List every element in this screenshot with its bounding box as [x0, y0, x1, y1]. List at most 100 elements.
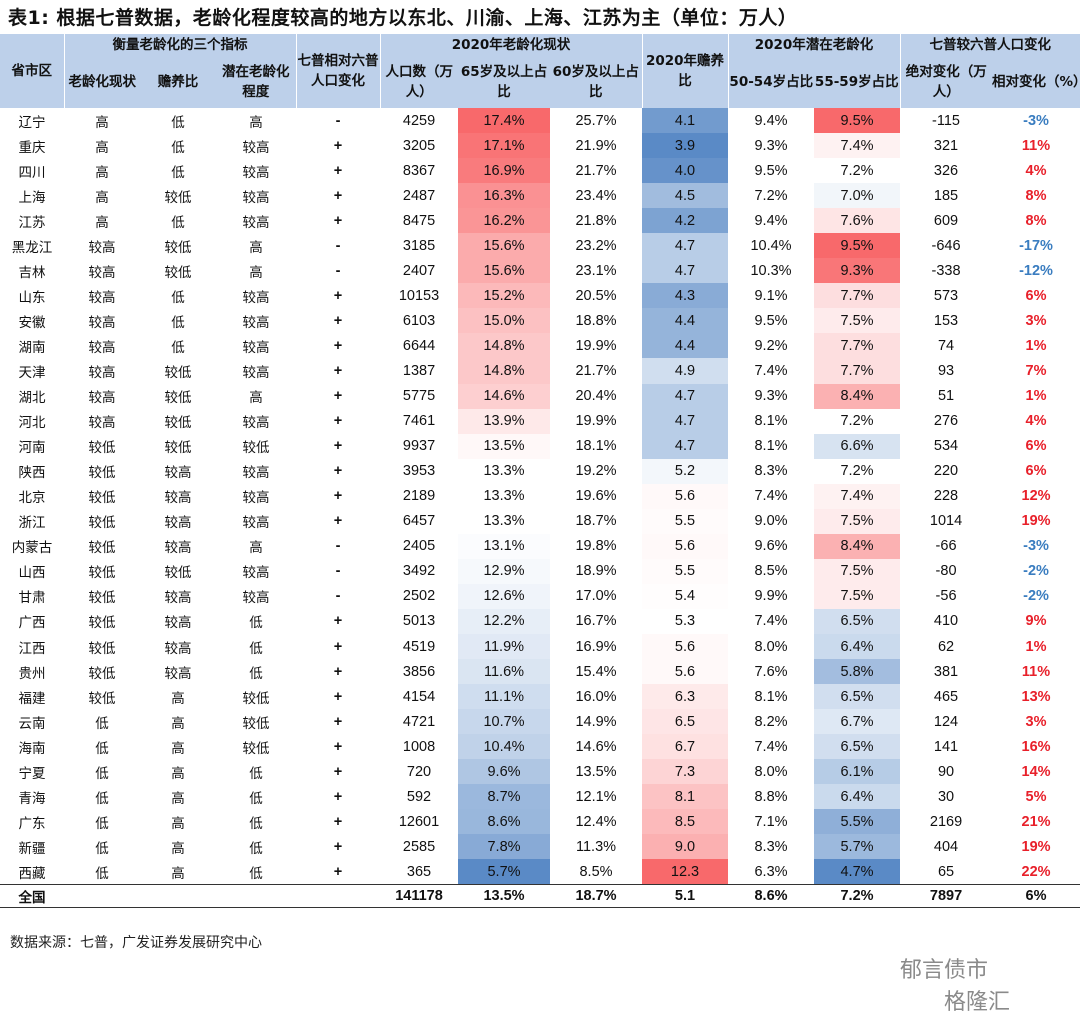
province-cell: 福建 — [18, 690, 46, 707]
ratio-50-54-cell: 9.4% — [754, 112, 788, 129]
province-cell: 山西 — [18, 565, 46, 582]
ratio-60-cell: 19.8% — [575, 538, 617, 555]
dependency-level-cell: 较高 — [164, 465, 192, 482]
rel-change-cell: 14% — [1021, 763, 1051, 780]
potential-cell: 较高 — [242, 364, 270, 381]
ratio-50-54-cell: 8.1% — [754, 413, 788, 430]
dependency-ratio-cell: 4.7 — [642, 258, 729, 284]
ratio-50-54-cell: 8.0% — [754, 638, 788, 655]
dependency-ratio-cell: 4.7 — [642, 383, 729, 409]
dependency-ratio-cell: 5.6 — [642, 659, 729, 685]
potential-cell: 较低 — [242, 740, 270, 757]
dependency-ratio-cell: 4.9 — [642, 358, 729, 384]
rel-change-cell: 8% — [1025, 187, 1047, 204]
rel-change-cell: 19% — [1021, 838, 1051, 855]
population-cell: 3953 — [402, 463, 436, 480]
rel-change-cell: 6% — [1025, 438, 1047, 455]
ratio-60-cell: 23.2% — [575, 237, 617, 254]
ratio-60-cell: 12.4% — [575, 813, 617, 830]
dependency-ratio-cell: 5.6 — [642, 633, 729, 660]
rel-change-cell: 11% — [1021, 137, 1051, 154]
ratio-60-cell: 13.5% — [575, 763, 617, 780]
dependency-level-cell: 较高 — [164, 665, 192, 682]
table-row: 安徽 较高 低 较高 +6103 15.0% 18.8% 4.4 9.5% 7.5% 153 3% — [0, 308, 1080, 334]
ratio-55-59-cell: 8.4% — [814, 383, 901, 409]
abs-change-cell: 141 — [933, 738, 959, 755]
status-cell: 较低 — [88, 440, 116, 457]
ratio-60-cell: 14.9% — [575, 713, 617, 730]
ratio-55-59-cell: 4.7% — [814, 859, 901, 885]
ratio-50-54-cell: 9.2% — [754, 337, 788, 354]
potential-cell: 较低 — [242, 715, 270, 732]
population-cell: 1008 — [402, 738, 436, 755]
change-sign-cell: - — [335, 538, 341, 555]
empty-cell — [140, 884, 216, 909]
ratio-55-59-cell: 9.3% — [814, 258, 901, 284]
abs-change-cell: 276 — [933, 413, 959, 430]
dependency-ratio-cell: 4.7 — [642, 233, 729, 259]
abs-change-cell: -80 — [935, 563, 957, 580]
ratio-65-cell: 13.1% — [458, 533, 551, 559]
change-sign-cell: + — [333, 513, 343, 530]
status-cell: 较低 — [88, 465, 116, 482]
province-cell: 河北 — [18, 415, 46, 432]
province-cell: 新疆 — [18, 840, 46, 857]
abs-change-cell: 534 — [933, 438, 959, 455]
table-row: 海南 低 高 较低 +1008 10.4% 14.6% 6.7 7.4% 6.5% 141 16% — [0, 734, 1080, 760]
ratio-60-cell: 25.7% — [575, 112, 617, 129]
potential-cell: 较高 — [242, 490, 270, 507]
dependency-level-cell: 低 — [171, 339, 185, 356]
ratio-50-54-cell: 9.1% — [754, 287, 788, 304]
change-sign-cell: + — [333, 863, 343, 880]
ratio-60-cell: 21.7% — [575, 362, 617, 379]
abs-change-cell: 90 — [937, 763, 955, 780]
change-sign-cell: + — [333, 413, 343, 430]
status-cell: 较低 — [88, 665, 116, 682]
abs-change-cell: 381 — [933, 663, 959, 680]
rel-change-cell: 19% — [1021, 513, 1051, 530]
table-row: 山东 较高 低 较高 +10153 15.2% 20.5% 4.3 9.1% 7.7% 573 6% — [0, 283, 1080, 309]
province-cell: 广东 — [18, 815, 46, 832]
ratio-60-cell: 20.4% — [575, 388, 617, 405]
ratio-60-cell: 21.8% — [575, 212, 617, 229]
ratio-60-cell: 18.8% — [575, 312, 617, 329]
province-cell: 浙江 — [18, 515, 46, 532]
dependency-level-cell: 较高 — [164, 640, 192, 657]
total-r50-cell: 8.6% — [728, 884, 815, 909]
ratio-55-59-cell: 6.7% — [814, 709, 901, 735]
table-row: 吉林 较高 较低 高 - 2407 15.6% 23.1% 4.7 10.3% 9.3% -338 -1… — [0, 258, 1080, 284]
ratio-55-59-cell: 6.5% — [814, 684, 901, 710]
ratio-50-54-cell: 9.9% — [754, 588, 788, 605]
status-cell: 较高 — [88, 264, 116, 281]
header-sub-abs-change: 绝对变化（万人） — [899, 56, 993, 108]
header-three-indicators: 衡量老龄化的三个指标 — [63, 34, 297, 56]
ratio-60-cell: 18.9% — [575, 563, 617, 580]
ratio-50-54-cell: 9.4% — [754, 212, 788, 229]
status-cell: 较高 — [88, 314, 116, 331]
header-sub-potential: 潜在老龄化程度 — [216, 56, 297, 108]
abs-change-cell: 2169 — [929, 813, 963, 830]
change-sign-cell: + — [333, 463, 343, 480]
population-cell: 2502 — [402, 588, 436, 605]
population-cell: 6457 — [402, 513, 436, 530]
table-body: 辽宁高低高 -4259 17.4% 25.7% 4.1 9.4% 9.5% -115 -3% 重庆… — [0, 108, 1080, 909]
table-row: 福建 较低 高 较低 +4154 11.1% 16.0% 6.3 8.1% 6.5% 465 13% — [0, 684, 1080, 710]
rel-change-cell: 8% — [1025, 212, 1047, 229]
change-sign-cell: + — [333, 438, 343, 455]
table-row: 新疆 低 高 低 +2585 7.8% 11.3% 9.0 8.3% 5.7% 404 19% — [0, 834, 1080, 860]
potential-cell: 较高 — [242, 164, 270, 181]
ratio-60-cell: 21.7% — [575, 162, 617, 179]
dependency-ratio-cell: 4.0 — [642, 158, 729, 184]
population-cell: 9937 — [402, 438, 436, 455]
potential-cell: 高 — [249, 114, 263, 131]
change-sign-cell: + — [333, 688, 343, 705]
dependency-ratio-cell: 8.1 — [642, 784, 729, 810]
ratio-55-59-cell: 7.5% — [814, 583, 901, 609]
dependency-level-cell: 较高 — [164, 590, 192, 607]
abs-change-cell: 30 — [937, 788, 955, 805]
ratio-55-59-cell: 7.7% — [814, 358, 901, 384]
ratio-60-cell: 12.1% — [575, 788, 617, 805]
ratio-50-54-cell: 8.1% — [754, 688, 788, 705]
rel-change-cell: 1% — [1025, 388, 1047, 405]
ratio-65-cell: 14.6% — [458, 383, 551, 409]
